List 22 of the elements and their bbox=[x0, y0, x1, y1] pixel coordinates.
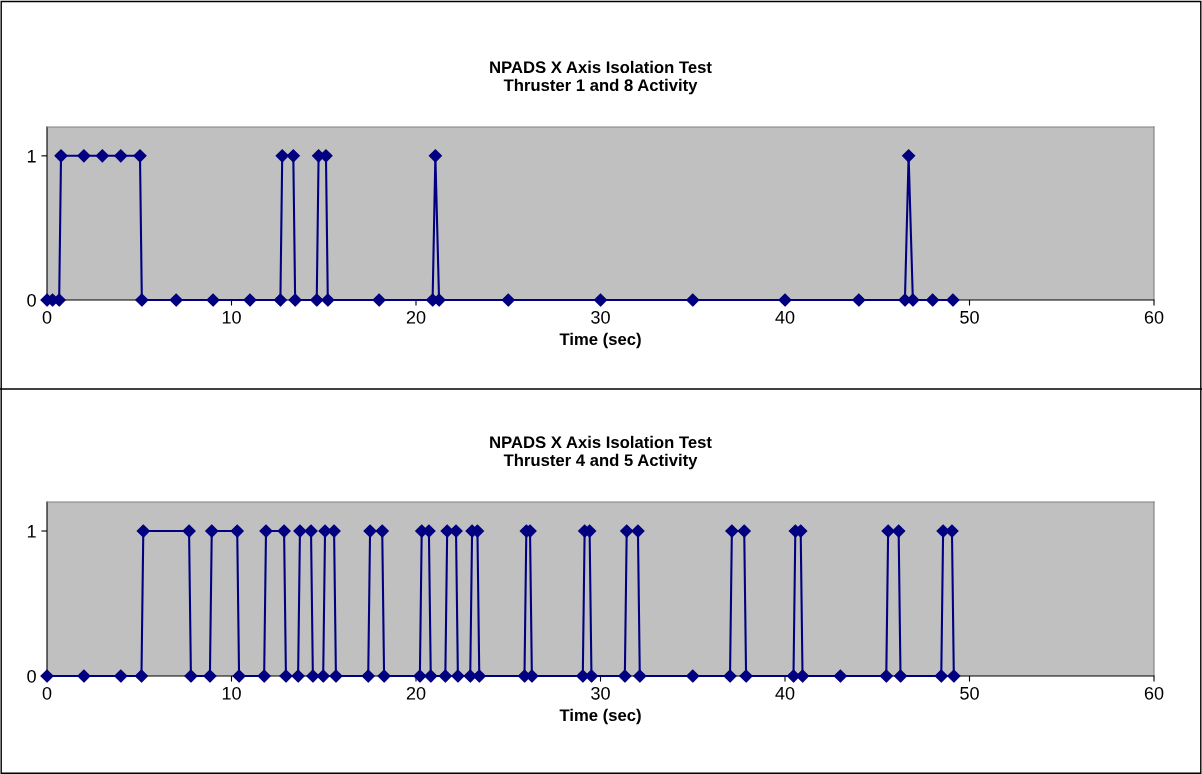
chart-title: NPADS X Axis Isolation Test Thruster 4 and 5 Activity bbox=[490, 435, 712, 470]
x-tick-label: 10 bbox=[222, 310, 241, 324]
x-tick-label: 10 bbox=[222, 686, 241, 700]
x-tick-label: 20 bbox=[406, 310, 426, 324]
x-tick-label: 30 bbox=[591, 686, 610, 700]
x-tick-label: 50 bbox=[960, 310, 979, 324]
x-tick-label: 0 bbox=[42, 310, 52, 324]
x-tick-label: 40 bbox=[775, 686, 795, 700]
x-tick-label: 50 bbox=[960, 686, 979, 700]
x-axis-title: Time (sec) bbox=[559, 332, 641, 349]
x-tick-label: 30 bbox=[591, 310, 610, 324]
x-tick-label: 60 bbox=[1144, 310, 1164, 324]
y-tick-label: 1 bbox=[27, 525, 36, 538]
x-tick-label: 60 bbox=[1144, 686, 1164, 700]
chart-title: NPADS X Axis Isolation Test Thruster 1 and 8 Activity bbox=[490, 60, 712, 95]
x-tick-label: 40 bbox=[775, 310, 795, 324]
x-axis-title: Time (sec) bbox=[559, 708, 641, 725]
x-tick-label: 0 bbox=[42, 686, 52, 700]
y-tick-label: 1 bbox=[27, 149, 36, 163]
x-tick-label: 20 bbox=[406, 686, 426, 700]
y-tick-label: 0 bbox=[27, 669, 36, 683]
y-tick-label: 0 bbox=[27, 293, 36, 307]
